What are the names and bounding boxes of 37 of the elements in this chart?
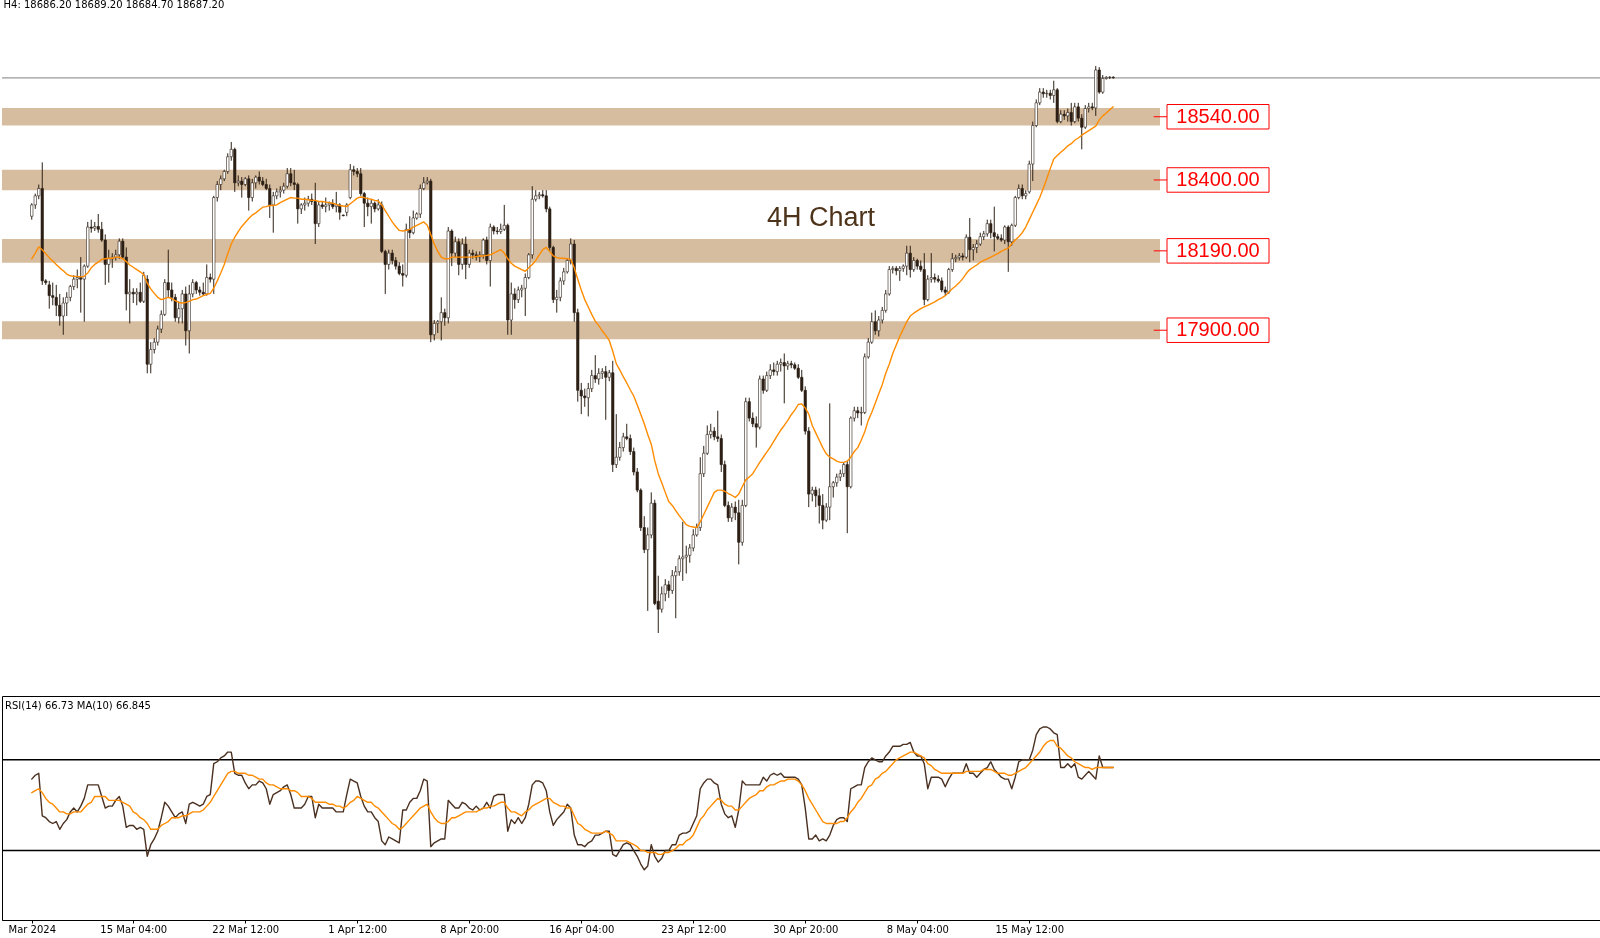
chart-title: H4: 18686.20 18689.20 18684.70 18687.20	[3, 0, 225, 10]
candlestick	[411, 210, 415, 235]
chart-title: RSI(14) 66.73 MA(10) 66.845	[5, 700, 151, 711]
x-tick-label: 30 Apr 20:00	[773, 923, 839, 935]
candlestick	[1003, 224, 1007, 245]
candlestick	[247, 174, 251, 212]
candlestick	[1006, 224, 1010, 273]
candlestick	[905, 245, 909, 276]
candlestick	[61, 296, 65, 336]
x-tick-label: 15 Mar 04:00	[100, 923, 168, 935]
candlestick	[992, 206, 996, 252]
x-tick-label: 8 Apr 20:00	[440, 923, 500, 935]
candlestick	[79, 256, 83, 314]
candlestick	[730, 502, 734, 523]
candlestick	[460, 237, 464, 271]
candlestick	[457, 237, 461, 276]
x-tick-label: Mar 2024	[8, 923, 56, 935]
x-tick-label: 22 Mar 12:00	[212, 923, 280, 935]
candlestick	[908, 245, 912, 278]
annotation: 4H Chart	[766, 202, 876, 232]
x-tick-label: 15 May 12:00	[995, 923, 1065, 935]
candlestick	[817, 487, 821, 525]
x-tick-label: 8 May 04:00	[886, 923, 949, 935]
band-label: 18540.00	[1176, 104, 1260, 127]
candlestick	[289, 167, 293, 187]
candlestick	[250, 178, 254, 203]
band-label: 18400.00	[1176, 167, 1260, 190]
x-tick-label: 23 Apr 12:00	[661, 923, 727, 935]
candlestick	[369, 198, 373, 225]
x-tick-label: 1 Apr 12:00	[328, 923, 388, 935]
candlestick	[271, 191, 275, 234]
candlestick	[681, 521, 685, 582]
x-tick-label: 16 Apr 04:00	[549, 923, 615, 935]
band-label: 18190.00	[1176, 238, 1260, 261]
band-label: 17900.00	[1176, 318, 1260, 341]
candlestick	[481, 237, 485, 260]
candlestick	[1073, 102, 1077, 124]
